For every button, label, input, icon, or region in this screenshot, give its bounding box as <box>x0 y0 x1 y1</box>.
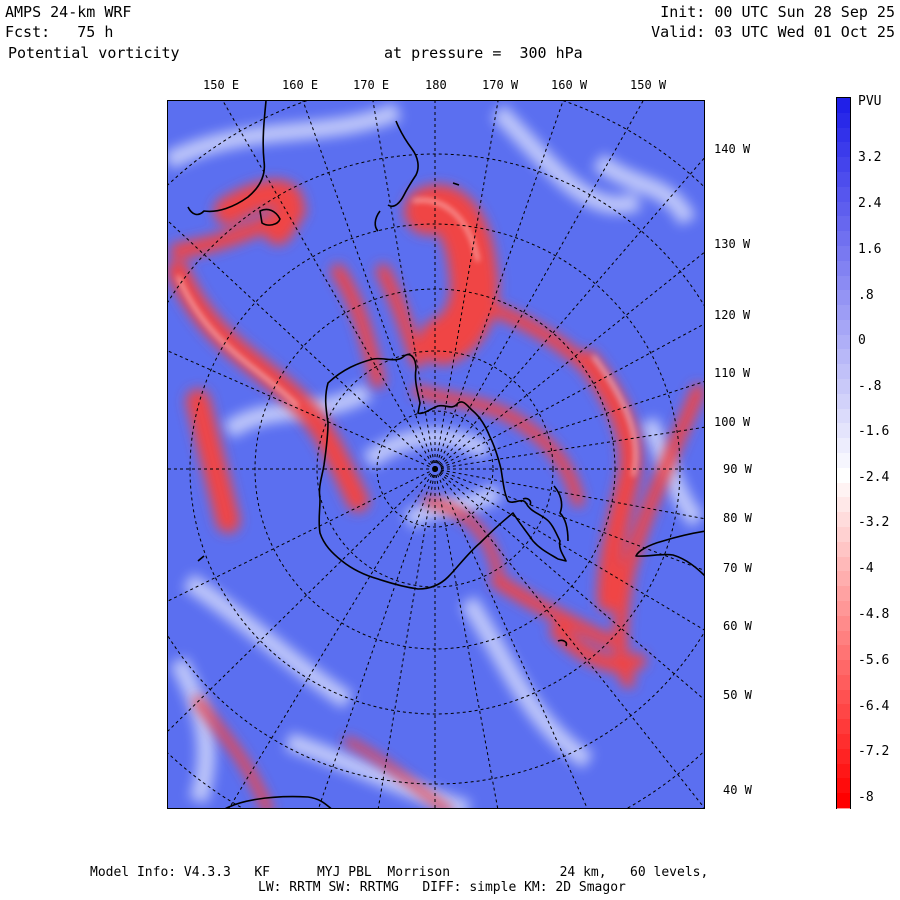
colorbar-label: .8 <box>858 288 874 303</box>
lon-label-right: 120 W <box>714 308 751 322</box>
south-america-coast <box>635 530 704 577</box>
lon-label-right: 50 W <box>723 688 752 702</box>
pressure-level: at pressure = 300 hPa <box>384 44 583 62</box>
colorbar-label: -6.4 <box>858 699 890 714</box>
pv-map <box>167 100 705 809</box>
colorbar-label: 2.4 <box>858 196 882 211</box>
colorbar-label: -4 <box>858 561 874 576</box>
model-title: AMPS 24-km WRF <box>5 3 132 21</box>
australia-coast <box>187 101 267 216</box>
colorbar-swatch <box>837 793 850 810</box>
lon-label-top: 160 W <box>551 78 588 92</box>
pv-light-swirls <box>168 102 704 808</box>
lon-label-right: 70 W <box>723 561 752 575</box>
valid-time: Valid: 03 UTC Wed 01 Oct 25 <box>651 23 895 41</box>
antarctica-coast <box>318 353 567 590</box>
colorbar-label: -8 <box>858 790 874 805</box>
colorbar <box>836 97 851 810</box>
colorbar-label: 1.6 <box>858 242 882 257</box>
colorbar-label: -3.2 <box>858 515 890 530</box>
forecast-hour: Fcst: 75 h <box>5 23 114 41</box>
colorbar-label: -2.4 <box>858 470 890 485</box>
lon-label-top: 170 W <box>482 78 519 92</box>
lon-label-top: 150 E <box>203 78 240 92</box>
lon-label-right: 130 W <box>714 237 751 251</box>
lon-label-right: 80 W <box>723 511 752 525</box>
map-canvas <box>168 101 704 808</box>
lon-label-top: 150 W <box>630 78 667 92</box>
colorbar-label: -.8 <box>858 379 882 394</box>
lon-label-right: 90 W <box>723 462 752 476</box>
tasmania-coast <box>259 208 281 226</box>
lon-label-top: 180 <box>425 78 447 92</box>
lon-label-right: 60 W <box>723 619 752 633</box>
colorbar-label: 3.2 <box>858 150 882 165</box>
lon-label-right: 110 W <box>714 366 751 380</box>
colorbar-label: -5.6 <box>858 653 890 668</box>
colorbar-label: -4.8 <box>858 607 890 622</box>
lon-label-right: 40 W <box>723 783 752 797</box>
lon-label-top: 170 E <box>353 78 390 92</box>
new-zealand-coast <box>387 120 419 208</box>
colorbar-label: -7.2 <box>858 744 890 759</box>
lon-label-right: 140 W <box>714 142 751 156</box>
lon-label-right: 100 W <box>714 415 751 429</box>
lon-label-top: 160 E <box>282 78 319 92</box>
pv-streamer-edges <box>176 198 638 477</box>
colorbar-unit: PVU <box>858 94 882 109</box>
field-name: Potential vorticity <box>8 44 180 62</box>
coastlines <box>187 101 704 808</box>
model-info: Model Info: V4.3.3 KF MYJ PBL Morrison 2… <box>90 865 709 880</box>
init-time: Init: 00 UTC Sun 28 Sep 25 <box>660 3 895 21</box>
pv-high-streamers <box>168 179 704 808</box>
colorbar-label: 0 <box>858 333 866 348</box>
physics-info: LW: RRTM SW: RRTMG DIFF: simple KM: 2D S… <box>258 880 626 895</box>
colorbar-label: -1.6 <box>858 424 890 439</box>
